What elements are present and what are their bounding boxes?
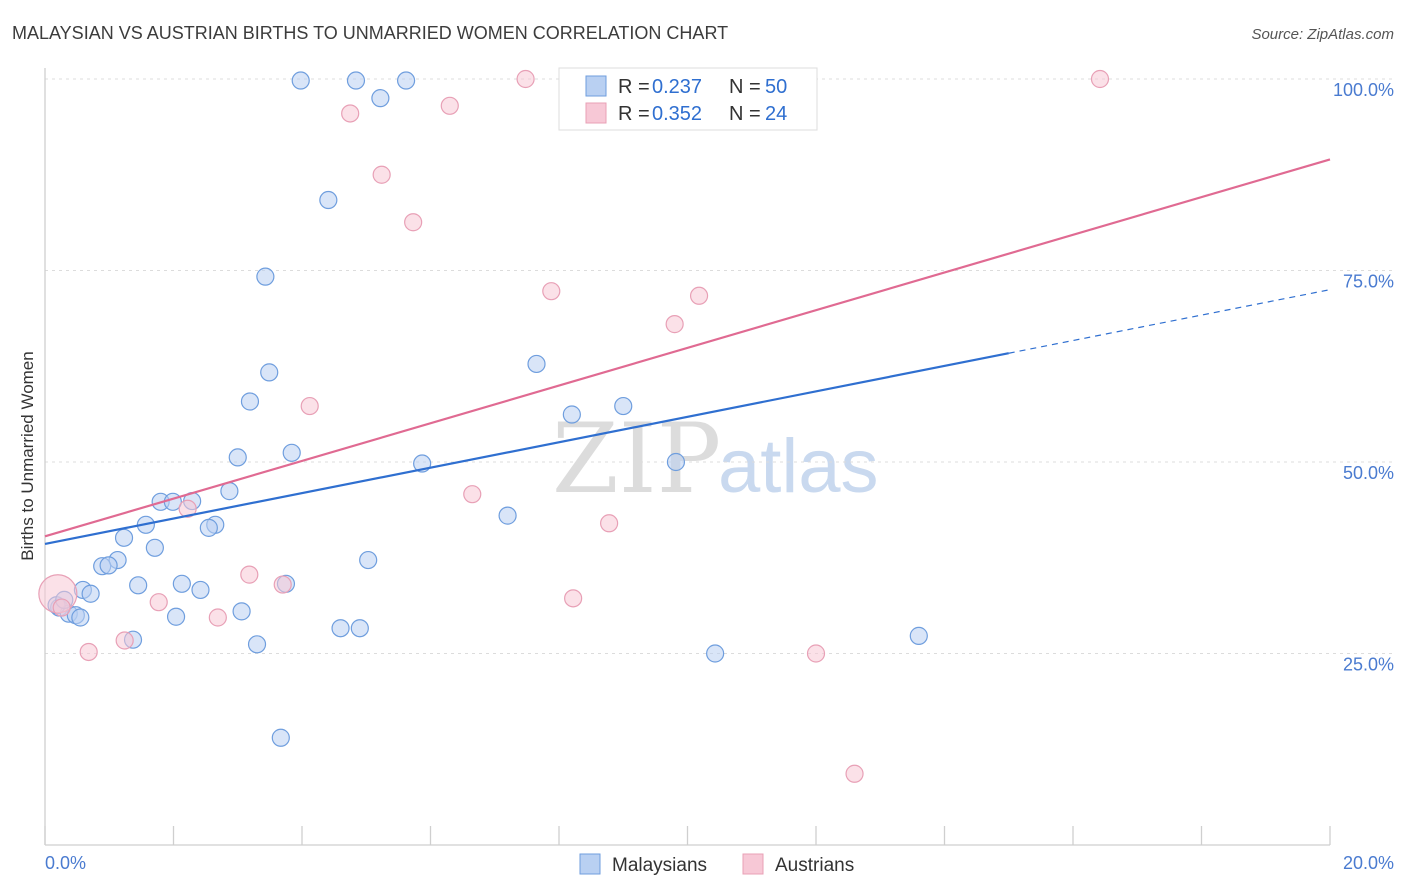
austrians-point [689, 286, 709, 305]
trend-lines [44, 158, 1331, 546]
malaysians-point [346, 71, 366, 90]
malaysians-point [81, 584, 100, 603]
austrians-point [404, 213, 423, 232]
chart-source: Source: ZipAtlas.com [1251, 26, 1394, 43]
austrians-point [79, 642, 98, 662]
austrians-point [208, 608, 227, 627]
legend-r-value-1: 0.237 [652, 76, 702, 98]
series-legend-swatch-austrians [742, 853, 764, 875]
x-axis-ticks [44, 826, 1331, 845]
malaysians-point [614, 396, 633, 416]
malaysians-point [371, 89, 390, 108]
austrians-point [463, 485, 482, 504]
legend-r-value-2: 0.352 [652, 103, 702, 125]
austrians-point [115, 631, 134, 650]
malaysians-point [71, 608, 90, 627]
legend-r-label-1: R = [618, 76, 650, 98]
legend-swatch-austrians [585, 102, 607, 124]
watermark-atlas: atlas [718, 424, 879, 509]
austrians-trend-line [44, 158, 1331, 538]
malaysians-point [909, 626, 928, 645]
austrians-point [845, 764, 864, 783]
malaysians-point [166, 607, 186, 626]
legend-n-label-1: N = [729, 76, 761, 98]
x-tick-label-min: 0.0% [45, 853, 86, 873]
x-tick-label-max: 20.0% [1343, 853, 1394, 873]
legend-n-value-1: 50 [765, 76, 787, 98]
y-axis-label: Births to Unmarried Women [18, 351, 37, 560]
y-tick-label-75: 75.0% [1343, 272, 1394, 292]
austrians-point [52, 598, 71, 617]
correlation-legend: R = 0.237 N = 50 R = 0.352 N = 24 [558, 67, 818, 131]
series-legend-swatch-malaysians [579, 853, 601, 875]
malaysians-point [706, 644, 725, 663]
legend-n-value-2: 24 [765, 103, 787, 125]
malaysians-point [498, 506, 517, 525]
malaysians-trend-extension [1008, 289, 1331, 354]
malaysians-point [350, 619, 369, 638]
malaysians-point [114, 528, 134, 547]
malaysians-point [199, 518, 218, 537]
austrians-point [1090, 69, 1110, 89]
series-legend-label-malaysians: Malaysians [612, 855, 707, 876]
y-axis-tick-labels: 25.0% 50.0% 75.0% 100.0% [1333, 80, 1394, 675]
watermark-zip: ZIP [552, 403, 721, 515]
malaysians-point [527, 354, 546, 374]
malaysians-point [145, 538, 164, 557]
austrians-point [806, 644, 826, 663]
malaysians-point [256, 267, 275, 286]
legend-swatch-malaysians [585, 75, 607, 97]
malaysians-point [271, 728, 290, 747]
watermark: ZIP atlas [552, 403, 879, 515]
malaysians-point [562, 405, 581, 424]
y-tick-label-100: 100.0% [1333, 80, 1394, 100]
legend-r-label-2: R = [618, 103, 650, 125]
austrians-point [178, 499, 197, 518]
y-tick-label-50: 50.0% [1343, 463, 1394, 483]
austrians-point [665, 315, 684, 334]
series-legend-label-austrians: Austrians [775, 855, 854, 876]
austrians-point [542, 282, 561, 301]
malaysians-point [232, 602, 251, 621]
austrians-point [300, 396, 319, 416]
series-legend: Malaysians Austrians [579, 853, 854, 876]
malaysians-point [291, 71, 310, 90]
austrians-point [440, 96, 459, 115]
chart-title: MALAYSIAN VS AUSTRIAN BIRTHS TO UNMARRIE… [12, 23, 728, 43]
malaysians-point [396, 71, 416, 90]
malaysians-point [240, 392, 260, 411]
legend-n-label-2: N = [729, 103, 761, 125]
austrians-point [600, 514, 619, 533]
malaysians-point [99, 556, 118, 575]
y-tick-label-25: 25.0% [1343, 655, 1394, 675]
malaysians-point [228, 448, 247, 467]
malaysians-point [359, 550, 378, 570]
malaysians-point [319, 190, 338, 210]
austrians-point [564, 589, 583, 608]
malaysians-point [260, 363, 279, 382]
malaysians-point [247, 635, 267, 654]
austrians-point [516, 69, 535, 89]
malaysians-point [666, 452, 686, 472]
malaysians-point [282, 443, 301, 462]
malaysians-point [191, 580, 210, 600]
austrians-point [372, 165, 391, 184]
austrians-point [149, 593, 168, 612]
austrians-point [240, 565, 259, 584]
malaysians-point [172, 574, 191, 593]
austrians-point [273, 575, 292, 594]
malaysians-point [220, 482, 239, 501]
malaysians-point [331, 619, 350, 638]
austrians-point [341, 104, 360, 123]
malaysians-trend-line [44, 352, 1009, 546]
data-points [38, 69, 1110, 783]
malaysians-point [129, 576, 148, 595]
